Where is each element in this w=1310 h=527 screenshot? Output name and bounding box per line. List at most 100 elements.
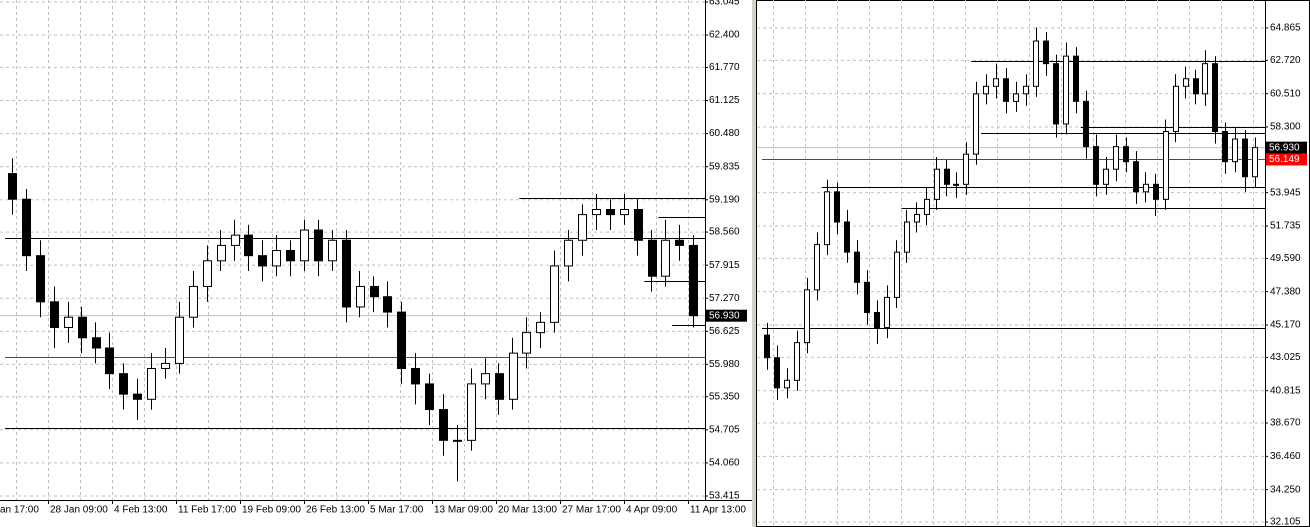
- candle-body: [1173, 85, 1179, 133]
- x-tick-label: an 17:00: [0, 505, 39, 516]
- y-tick-label: 51.735: [1270, 221, 1301, 232]
- candle-body: [8, 173, 17, 200]
- y-tick-label: 32.105: [1270, 517, 1301, 527]
- candle-body: [481, 373, 490, 385]
- y-tick-label: 40.815: [1270, 385, 1301, 396]
- candle-body: [328, 239, 337, 262]
- candle-body: [1222, 131, 1228, 163]
- candle-body: [993, 78, 999, 87]
- candle-body: [425, 383, 434, 411]
- y-tick-label: 60.480: [709, 128, 740, 139]
- candle-body: [973, 93, 979, 155]
- candle-body: [634, 209, 643, 241]
- y-tick-label: 56.625: [709, 326, 740, 337]
- candle-body: [1093, 146, 1099, 185]
- y-tick-label: 55.350: [709, 391, 740, 402]
- candle-body: [592, 209, 601, 216]
- y-tick-label: 43.025: [1270, 352, 1301, 363]
- candle-body: [161, 362, 170, 370]
- candle-body: [189, 285, 198, 318]
- candle-body: [844, 221, 850, 253]
- candle-body: [1023, 85, 1029, 95]
- candle-body: [794, 342, 800, 381]
- price-label: 56.149: [1269, 154, 1300, 165]
- candle-body: [804, 289, 810, 344]
- y-tick-label: 49.590: [1270, 253, 1301, 264]
- x-tick-label: 11 Feb 17:00: [178, 505, 237, 516]
- x-tick-label: 28 Jan 09:00: [50, 505, 108, 516]
- y-tick-label: 62.400: [709, 30, 740, 41]
- candle-body: [536, 321, 545, 334]
- candle-body: [258, 255, 267, 267]
- candle-body: [1242, 138, 1248, 178]
- candle-body: [620, 209, 629, 216]
- candle-body: [411, 368, 420, 385]
- candle-body: [1063, 55, 1069, 125]
- candle-body: [495, 373, 504, 400]
- candle-body: [1103, 168, 1109, 185]
- price-label-box: [1266, 141, 1307, 154]
- candle-body: [1163, 131, 1169, 200]
- candle-body: [904, 221, 910, 253]
- candle-body: [963, 153, 969, 185]
- candle-body: [133, 393, 142, 400]
- candle-body: [814, 244, 820, 291]
- candle-body: [64, 316, 73, 328]
- y-tick-label: 54.060: [709, 458, 740, 469]
- candle-body: [550, 265, 559, 323]
- candle-body: [119, 373, 128, 395]
- candle-body: [92, 337, 101, 349]
- candle-body: [784, 379, 790, 389]
- x-tick-label: 20 Mar 13:00: [498, 505, 557, 516]
- candle-body: [231, 234, 240, 246]
- candle-body: [36, 255, 45, 303]
- y-tick-label: 62.720: [1270, 55, 1301, 66]
- candle-body: [774, 357, 780, 389]
- candle-body: [1043, 40, 1049, 65]
- x-tick-label: 27 Mar 17:00: [562, 505, 621, 516]
- candle-body: [864, 281, 870, 313]
- candle-body: [453, 439, 462, 442]
- candle-body: [764, 334, 770, 359]
- x-tick-label: 5 Mar 17:00: [370, 505, 424, 516]
- y-tick-label: 47.380: [1270, 286, 1301, 297]
- panel-separator: [752, 0, 756, 527]
- candle-body: [467, 383, 476, 441]
- candle-body: [689, 244, 698, 317]
- candle-body: [934, 168, 940, 200]
- y-tick-label: 53.945: [1270, 187, 1301, 198]
- candle-body: [272, 250, 281, 267]
- candle-body: [217, 244, 226, 262]
- candle-body: [1123, 146, 1129, 163]
- candle-body: [675, 239, 684, 246]
- candle-body: [1252, 147, 1258, 178]
- y-tick-label: 58.300: [1270, 122, 1301, 133]
- price-label-box: [1266, 153, 1307, 166]
- candle-body: [22, 198, 31, 257]
- candle-body: [1212, 63, 1218, 133]
- candle-body: [564, 239, 573, 267]
- candle-body: [606, 209, 615, 216]
- candle-body: [1202, 63, 1208, 95]
- candle-body: [854, 251, 860, 283]
- y-tick-label: 64.865: [1270, 23, 1301, 34]
- y-tick-label: 36.460: [1270, 451, 1301, 462]
- candle-body: [1183, 78, 1189, 87]
- candle-body: [1153, 183, 1159, 200]
- candle-body: [983, 85, 989, 95]
- y-tick-label: 60.510: [1270, 88, 1301, 99]
- candle-body: [286, 250, 295, 262]
- candle-body: [824, 191, 830, 246]
- candle-body: [314, 229, 323, 262]
- y-tick-label: 58.560: [709, 227, 740, 238]
- candle-body: [953, 183, 959, 186]
- candle-body: [1143, 183, 1149, 193]
- candle-body: [1193, 78, 1199, 95]
- y-tick-label: 59.190: [709, 194, 740, 205]
- price-label: 56.930: [709, 310, 740, 321]
- y-tick-label: 55.980: [709, 359, 740, 370]
- x-tick-label: 4 Apr 09:00: [626, 505, 678, 516]
- candle-body: [300, 229, 309, 262]
- candle-body: [383, 296, 392, 313]
